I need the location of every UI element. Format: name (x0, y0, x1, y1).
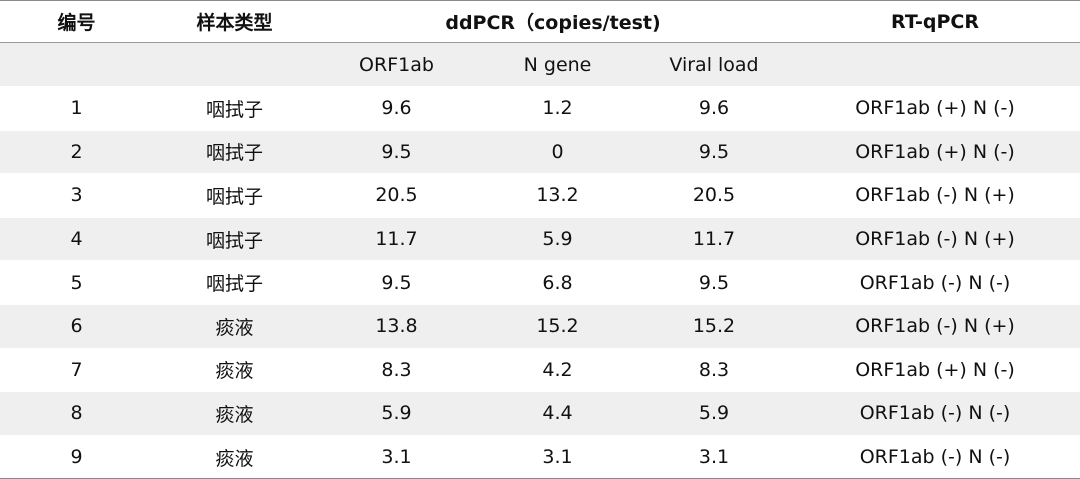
cell-sample-type: 痰液 (153, 391, 316, 436)
subheader-row: ORF1ab N gene Viral load (0, 42, 1080, 87)
cell-rtqpcr: ORF1ab (+) N (-) (790, 129, 1080, 174)
subheader-n-gene: N gene (477, 42, 638, 87)
table-body: 1 咽拭子 9.6 1.2 9.6 ORF1ab (+) N (-) 2 咽拭子 9.5 0 9.5… (0, 86, 1080, 479)
table-row: 3 咽拭子 20.5 13.2 20.5 ORF1ab (-) N (+) (0, 173, 1080, 218)
cell-sample-type: 咽拭子 (153, 86, 316, 131)
subheader-orf1ab: ORF1ab (316, 42, 477, 87)
header-rtqpcr: RT-qPCR (790, 0, 1080, 43)
cell-n-gene: 4.2 (477, 347, 638, 392)
table-row: 6 痰液 13.8 15.2 15.2 ORF1ab (-) N (+) (0, 303, 1080, 349)
cell-orf1ab: 11.7 (316, 216, 477, 261)
cell-viral-load: 15.2 (638, 303, 791, 349)
cell-id: 5 (0, 260, 153, 305)
subheader-viral-load: Viral load (638, 42, 791, 87)
cell-sample-type: 咽拭子 (153, 216, 316, 261)
cell-viral-load: 9.5 (638, 129, 791, 174)
cell-id: 2 (0, 129, 153, 174)
cell-rtqpcr: ORF1ab (-) N (+) (790, 173, 1080, 218)
cell-id: 7 (0, 347, 153, 392)
cell-n-gene: 6.8 (477, 260, 638, 305)
cell-orf1ab: 8.3 (316, 347, 477, 392)
header-sample-type: 样本类型 (153, 0, 316, 43)
table-row: 1 咽拭子 9.6 1.2 9.6 ORF1ab (+) N (-) (0, 86, 1080, 131)
cell-sample-type: 痰液 (153, 303, 316, 349)
table-row: 5 咽拭子 9.5 6.8 9.5 ORF1ab (-) N (-) (0, 260, 1080, 305)
subheader-empty-id (0, 42, 153, 87)
cell-viral-load: 9.6 (638, 86, 791, 131)
cell-id: 6 (0, 303, 153, 349)
header-row: 编号 样本类型 ddPCR（copies/test) RT-qPCR (0, 0, 1080, 43)
cell-id: 3 (0, 173, 153, 218)
cell-sample-type: 咽拭子 (153, 129, 316, 174)
cell-orf1ab: 5.9 (316, 391, 477, 436)
cell-orf1ab: 20.5 (316, 173, 477, 218)
cell-rtqpcr: ORF1ab (-) N (+) (790, 216, 1080, 261)
header-ddpcr: ddPCR（copies/test) (316, 0, 791, 43)
cell-id: 9 (0, 434, 153, 479)
cell-n-gene: 15.2 (477, 303, 638, 349)
table-row: 7 痰液 8.3 4.2 8.3 ORF1ab (+) N (-) (0, 347, 1080, 392)
cell-n-gene: 3.1 (477, 434, 638, 479)
cell-n-gene: 5.9 (477, 216, 638, 261)
cell-orf1ab: 9.5 (316, 260, 477, 305)
cell-id: 4 (0, 216, 153, 261)
cell-viral-load: 8.3 (638, 347, 791, 392)
cell-rtqpcr: ORF1ab (-) N (-) (790, 434, 1080, 479)
cell-rtqpcr: ORF1ab (+) N (-) (790, 347, 1080, 392)
cell-rtqpcr: ORF1ab (+) N (-) (790, 86, 1080, 131)
table-row: 8 痰液 5.9 4.4 5.9 ORF1ab (-) N (-) (0, 391, 1080, 436)
cell-id: 8 (0, 391, 153, 436)
table-row: 4 咽拭子 11.7 5.9 11.7 ORF1ab (-) N (+) (0, 216, 1080, 261)
cell-rtqpcr: ORF1ab (-) N (-) (790, 260, 1080, 305)
cell-sample-type: 咽拭子 (153, 173, 316, 218)
table-header: 编号 样本类型 ddPCR（copies/test) RT-qPCR ORF1a… (0, 0, 1080, 87)
cell-n-gene: 0 (477, 129, 638, 174)
cell-sample-type: 咽拭子 (153, 260, 316, 305)
table-row: 2 咽拭子 9.5 0 9.5 ORF1ab (+) N (-) (0, 129, 1080, 174)
cell-orf1ab: 3.1 (316, 434, 477, 479)
cell-n-gene: 1.2 (477, 86, 638, 131)
cell-n-gene: 4.4 (477, 391, 638, 436)
cell-viral-load: 3.1 (638, 434, 791, 479)
header-id: 编号 (0, 0, 153, 43)
cell-id: 1 (0, 86, 153, 131)
cell-viral-load: 9.5 (638, 260, 791, 305)
table-row: 9 痰液 3.1 3.1 3.1 ORF1ab (-) N (-) (0, 434, 1080, 479)
cell-rtqpcr: ORF1ab (-) N (-) (790, 391, 1080, 436)
cell-n-gene: 13.2 (477, 173, 638, 218)
subheader-empty-rtqpcr (790, 42, 1080, 87)
cell-sample-type: 痰液 (153, 347, 316, 392)
cell-sample-type: 痰液 (153, 434, 316, 479)
cell-orf1ab: 13.8 (316, 303, 477, 349)
cell-viral-load: 20.5 (638, 173, 791, 218)
cell-orf1ab: 9.5 (316, 129, 477, 174)
cell-viral-load: 11.7 (638, 216, 791, 261)
cell-orf1ab: 9.6 (316, 86, 477, 131)
subheader-empty-type (153, 42, 316, 87)
cell-viral-load: 5.9 (638, 391, 791, 436)
cell-rtqpcr: ORF1ab (-) N (+) (790, 303, 1080, 349)
